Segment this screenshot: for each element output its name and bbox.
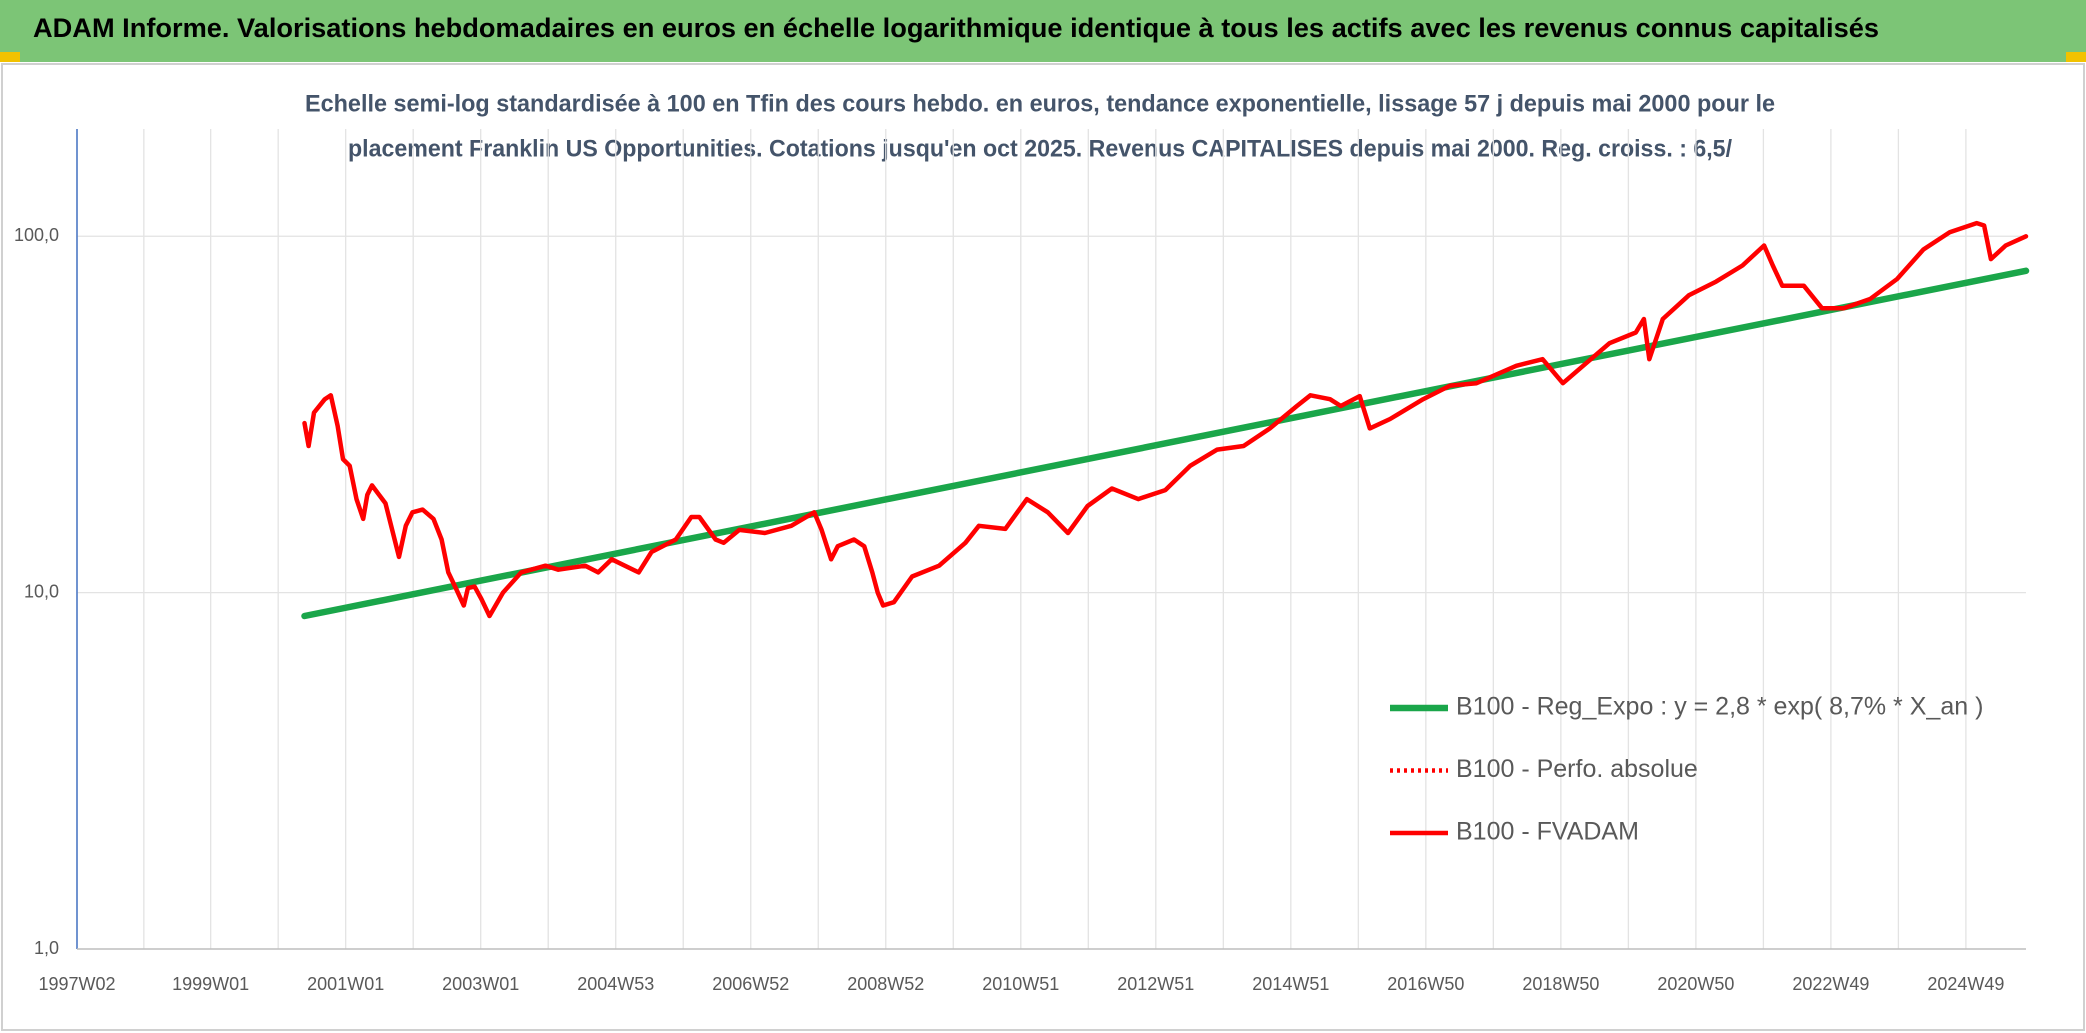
legend-label: B100 - FVADAM <box>1456 818 1639 846</box>
x-tick-label: 2003W01 <box>442 974 519 994</box>
chart-title: placement Franklin US Opportunities. Cot… <box>348 135 1732 162</box>
line-series <box>301 267 2030 620</box>
y-tick-label: 1,0 <box>34 938 59 958</box>
legend-label: B100 - Reg_Expo : y = 2,8 * exp( 8,7% * … <box>1456 693 1983 721</box>
x-tick-label: 2001W01 <box>307 974 384 994</box>
x-tick-label: 2016W50 <box>1387 974 1464 994</box>
x-tick-label: 2022W49 <box>1792 974 1869 994</box>
header-title: ADAM Informe. Valorisations hebdomadaire… <box>33 13 1879 43</box>
corner-mark <box>0 52 20 62</box>
x-tick-label: 2012W51 <box>1117 974 1194 994</box>
x-tick-label: 2020W50 <box>1657 974 1734 994</box>
x-tick-label: 1997W02 <box>38 974 115 994</box>
x-tick-label: 2006W52 <box>712 974 789 994</box>
corner-mark <box>2066 52 2086 62</box>
x-tick-label: 2014W51 <box>1252 974 1329 994</box>
line-series <box>302 220 2029 619</box>
x-tick-label: 2010W51 <box>982 974 1059 994</box>
legend-label: B100 - Perfo. absolue <box>1456 755 1698 783</box>
y-tick-label: 100,0 <box>14 225 59 245</box>
x-tick-label: 2018W50 <box>1522 974 1599 994</box>
header-bar <box>0 0 2086 62</box>
x-tick-label: 2004W53 <box>577 974 654 994</box>
chart-frame <box>1 63 2085 1031</box>
chart-title: Echelle semi-log standardisée à 100 en T… <box>305 90 1775 117</box>
x-tick-label: 2008W52 <box>847 974 924 994</box>
y-tick-label: 10,0 <box>24 581 59 601</box>
x-tick-label: 1999W01 <box>172 974 249 994</box>
x-tick-label: 2024W49 <box>1927 974 2004 994</box>
